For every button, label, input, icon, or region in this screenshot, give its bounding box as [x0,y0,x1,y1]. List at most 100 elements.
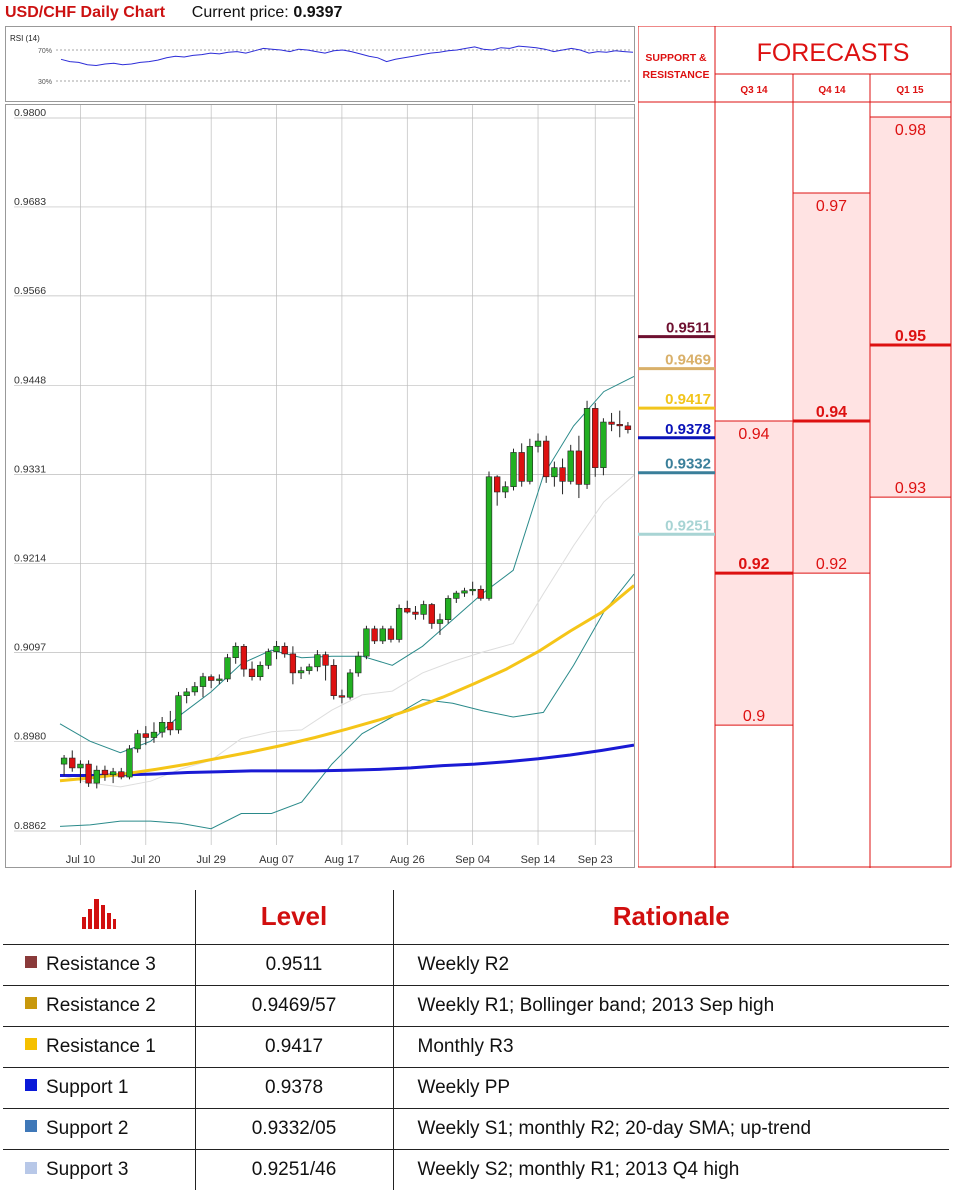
candle-body [338,695,346,698]
candle-body [109,771,117,776]
candle-body [216,678,223,681]
current-price-label: Current price: [191,4,289,21]
candle-body [551,467,558,478]
table-row: Resistance 3 0.9511 Weekly R2 [3,944,949,986]
x-tick-label: Aug 17 [324,854,359,866]
sr-level-label: 0.9251 [665,517,711,534]
chart-title-bar: USD/CHF Daily Chart Current price: 0.939… [5,0,342,24]
candle [395,604,403,643]
forecast-low-label: 0.92 [816,556,847,573]
candle-body [379,628,386,642]
y-tick-label: 0.8980 [14,730,46,742]
candle [191,682,198,696]
candle-body [371,628,378,642]
bar-chart-icon [81,899,116,930]
candle-body [314,654,321,668]
x-tick-label: Aug 26 [390,854,425,866]
candle [281,642,288,658]
candle-body [60,757,68,765]
level-name: Resistance 3 [46,953,156,975]
price-chart: 0.9800 0.9683 0.9566 0.9448 0.9331 0.9214 0.90… [14,105,635,866]
candle [518,443,525,487]
candle [240,644,248,677]
rsi-level-70-label: 70% [38,48,52,55]
candle [85,760,92,787]
level-color-swatch [25,1161,37,1174]
sr-level-label: 0.9511 [666,320,711,337]
level-name: Support 2 [46,1117,129,1139]
rsi-line [60,45,634,67]
y-tick-label: 0.9214 [14,552,46,564]
sr-title-line1: SUPPORT & [645,52,707,64]
x-tick-label: Jul 10 [66,854,95,866]
sr-level-label: 0.9469 [665,352,711,369]
level-name-cell: Resistance 1 [3,1026,196,1068]
candle [494,475,501,506]
candle [412,606,419,620]
candle-body [543,440,550,478]
level-name-cell: Resistance 3 [3,944,196,986]
rsi-chart: RSI (14) 70% 30% [10,34,634,86]
candle-body [306,666,313,671]
level-name-cell: Support 1 [3,1067,196,1109]
x-tick-label: Sep 23 [578,854,613,866]
level-rationale: Weekly R2 [393,944,949,986]
candle-body [281,645,288,655]
candle-body [273,645,280,652]
forecast-median-label: 0.92 [738,556,769,573]
forecast-high-label: 0.98 [895,122,926,139]
candle-body [142,733,149,738]
level-name-cell: Support 2 [3,1108,196,1150]
candle-body [232,645,239,658]
y-tick-label: 0.9097 [14,641,46,653]
candle-body [616,424,623,427]
quarter-q1-15: Q1 15 [896,85,924,96]
candle [583,400,591,489]
candle-body [183,691,190,696]
y-tick-label: 0.9800 [14,107,46,119]
levels-table: Level Rationale Resistance 3 0.9511 Weekly… [3,890,949,1190]
forecast-median-label: 0.95 [895,328,926,345]
candle-body [118,771,125,778]
candle [592,403,599,477]
candle-body [404,607,411,613]
candle [379,625,386,645]
forecast-low-label: 0.93 [895,480,926,497]
support-resistance-forecast-panel: SUPPORT & RESISTANCE FORECASTS Q3 14 Q4 … [637,25,953,868]
pair-title: USD/CHF Daily Chart [5,4,166,21]
candle-body [265,651,272,666]
candle [134,729,141,753]
level-value: 0.9251/46 [195,1149,394,1190]
candle [257,661,264,681]
candle [150,722,158,743]
forecast-high-label: 0.97 [816,198,847,215]
candle-body [559,467,566,482]
candle-body [395,607,403,640]
bar-chart-icon-cell [3,890,196,945]
level-rationale: Weekly PP [393,1067,949,1109]
candle [510,448,517,491]
candle-body [126,748,133,778]
candle-body [510,452,517,487]
candle [485,471,493,601]
level-color-swatch [25,1038,37,1051]
candle-body [575,450,583,485]
candle [167,710,174,736]
candle-body [387,628,395,640]
candle-body [494,476,501,493]
candle [297,666,305,679]
candle [469,581,476,596]
candle-body [208,676,215,681]
table-row: Support 2 0.9332/05 Weekly S1; monthly R2;… [3,1108,949,1150]
candle [575,435,583,499]
level-header: Level [195,890,394,945]
candle-body [355,655,362,674]
candle [126,745,133,780]
candle-body [436,619,444,624]
candle-body [363,628,370,657]
sma-fast-line [59,584,635,783]
level-value: 0.9469/57 [195,985,394,1027]
x-tick-label: Jul 29 [196,854,225,866]
candle-body [240,645,248,670]
candle-body [420,604,427,615]
